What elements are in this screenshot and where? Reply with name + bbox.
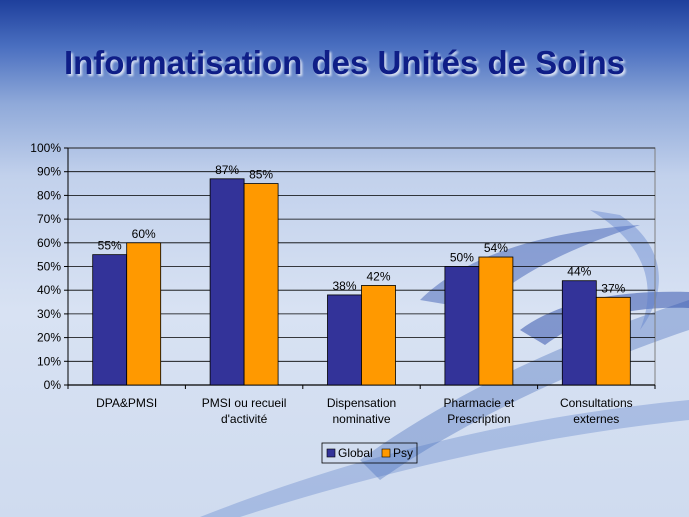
category-label: Prescription bbox=[447, 412, 510, 426]
y-tick-label: 30% bbox=[37, 307, 61, 321]
bar-psy-3 bbox=[478, 256, 514, 386]
y-tick-label: 50% bbox=[37, 260, 61, 274]
y-tick-label: 70% bbox=[37, 212, 61, 226]
legend-label-global: Global bbox=[338, 446, 373, 460]
data-label-psy-0: 60% bbox=[132, 227, 156, 241]
category-label: externes bbox=[573, 412, 619, 426]
category-label: d'activité bbox=[221, 412, 268, 426]
chart-data-labels: 55% 60% 87% 85% 38% 42% 50% 54% 44% 37% bbox=[98, 163, 626, 296]
y-tick-label: 60% bbox=[37, 236, 61, 250]
chart-legend: Global Psy bbox=[321, 442, 418, 464]
chart-categories: DPA&PMSI PMSI ou recueil d'activité Dispens… bbox=[96, 396, 633, 426]
data-label-psy-2: 42% bbox=[366, 269, 390, 283]
category-label: Dispensation bbox=[327, 396, 396, 410]
y-tick-label: 10% bbox=[37, 354, 61, 368]
data-label-psy-3: 54% bbox=[484, 241, 508, 255]
data-label-global-2: 38% bbox=[332, 279, 356, 293]
bar-global-0 bbox=[92, 254, 128, 386]
legend-box bbox=[321, 442, 418, 464]
y-tick-label: 90% bbox=[37, 165, 61, 179]
y-tick-label: 40% bbox=[37, 283, 61, 297]
bar-global-1 bbox=[209, 178, 245, 386]
y-tick-label: 100% bbox=[30, 141, 61, 155]
bar-psy-0 bbox=[126, 242, 162, 386]
y-tick-label: 0% bbox=[44, 378, 62, 392]
bar-global-3 bbox=[444, 266, 480, 386]
legend-swatch-global bbox=[326, 448, 336, 458]
data-label-psy-1: 85% bbox=[249, 168, 273, 182]
bar-psy-1 bbox=[243, 183, 279, 386]
category-label: Pharmacie et bbox=[444, 396, 515, 410]
chart-bars bbox=[92, 178, 631, 386]
chart-grid: 0% 10% 20% 30% 40% 50% 60% 70% 80% 90% 100% bbox=[30, 141, 656, 392]
category-label: nominative bbox=[332, 412, 390, 426]
data-label-global-4: 44% bbox=[567, 265, 591, 279]
slide-title: Informatisation des Unités de Soins bbox=[63, 44, 626, 81]
data-label-psy-4: 37% bbox=[601, 281, 625, 295]
legend-label-psy: Psy bbox=[393, 446, 413, 460]
legend-swatch-psy bbox=[381, 448, 391, 458]
data-label-global-0: 55% bbox=[98, 239, 122, 253]
data-label-global-3: 50% bbox=[450, 251, 474, 265]
category-label: Consultations bbox=[560, 396, 633, 410]
y-tick-label: 80% bbox=[37, 188, 61, 202]
data-label-global-1: 87% bbox=[215, 163, 239, 177]
y-tick-label: 20% bbox=[37, 331, 61, 345]
bar-global-2 bbox=[327, 294, 362, 386]
bar-psy-2 bbox=[361, 285, 396, 386]
category-label: PMSI ou recueil bbox=[202, 396, 287, 410]
bar-psy-4 bbox=[595, 296, 631, 386]
category-label: DPA&PMSI bbox=[96, 396, 157, 410]
bar-global-4 bbox=[561, 280, 597, 386]
